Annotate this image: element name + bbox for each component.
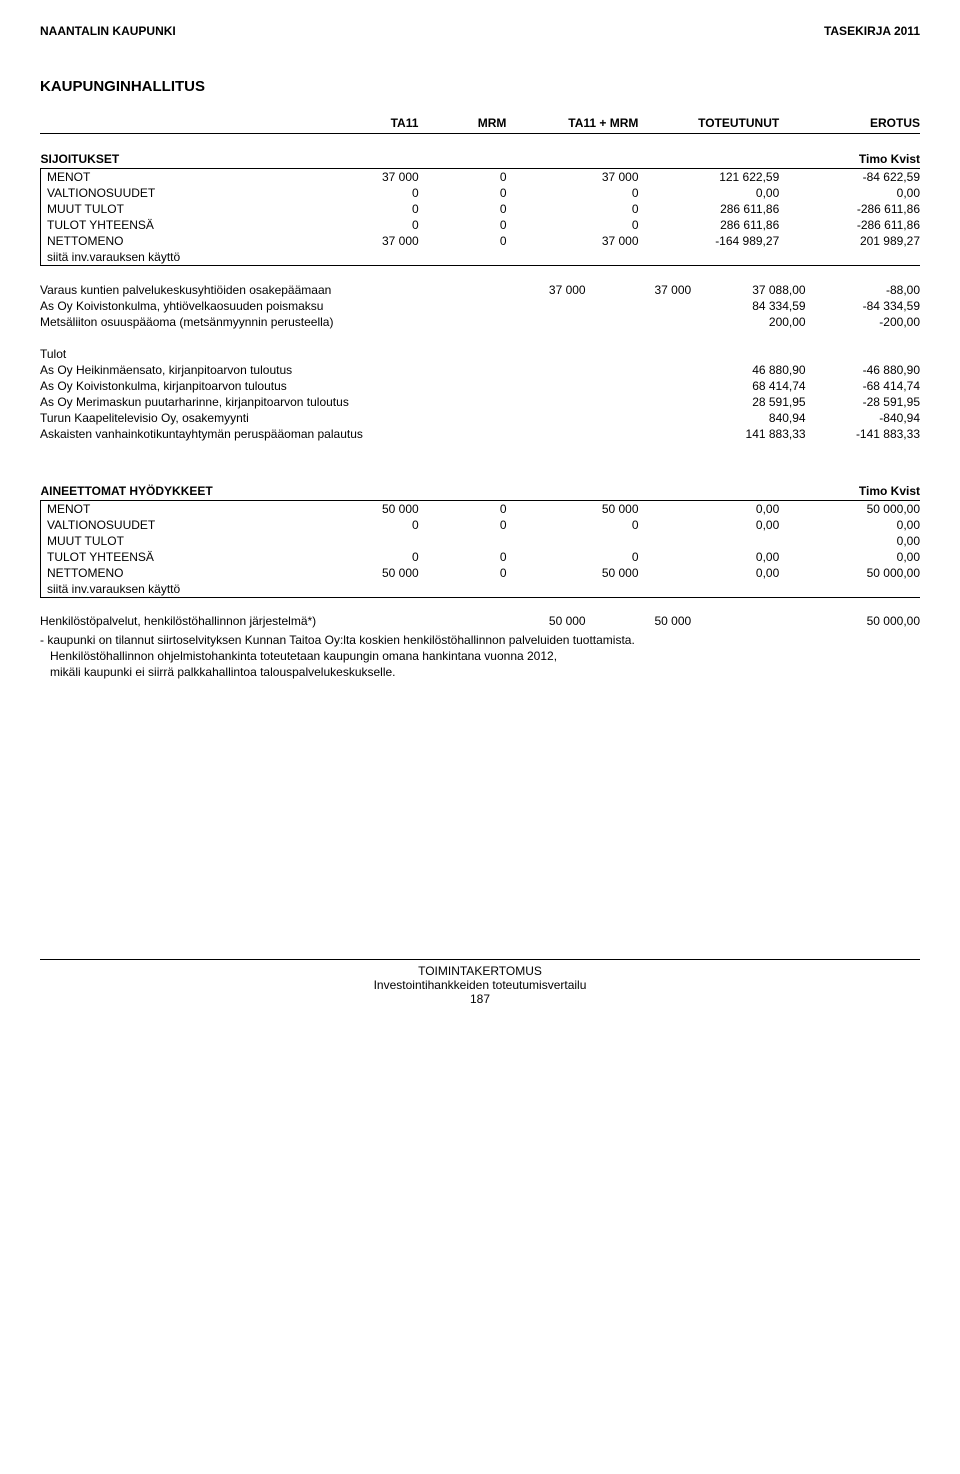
- col-ta11: TA11: [330, 115, 418, 134]
- row-label: siitä inv.varauksen käyttö: [41, 249, 331, 266]
- aineettomat-details: Henkilöstöpalvelut, henkilöstöhallinnon …: [40, 613, 920, 629]
- detail-label: Turun Kaapelitelevisio Oy, osakemyynti: [40, 410, 480, 426]
- table-row: NETTOMENO 37 000 0 37 000 -164 989,27 20…: [41, 233, 921, 249]
- header-right: TASEKIRJA 2011: [824, 24, 920, 38]
- table-row: As Oy Koivistonkulma, kirjanpitoarvon tu…: [40, 378, 920, 394]
- table-row: MENOT 50 000 0 50 000 0,00 50 000,00: [41, 500, 921, 517]
- table-row: MUUT TULOT 0 0 0 286 611,86 -286 611,86: [41, 201, 921, 217]
- table-row: MENOT 37 000 0 37 000 121 622,59 -84 622…: [41, 169, 921, 186]
- doc-header: NAANTALIN KAUPUNKI TASEKIRJA 2011: [40, 24, 920, 38]
- footer-l3: 187: [40, 992, 920, 1006]
- detail-label: Metsäliiton osuuspääoma (metsänmyynnin p…: [40, 314, 480, 330]
- row-label: MUUT TULOT: [41, 533, 331, 549]
- col-ta11mrm: TA11 + MRM: [506, 115, 638, 134]
- row-label: MENOT: [41, 500, 331, 517]
- notes-block: - kaupunki on tilannut siirtoselvityksen…: [40, 633, 920, 679]
- detail-label: As Oy Koivistonkulma, yhtiövelkaosuuden …: [40, 298, 480, 314]
- table-row: TULOT YHTEENSÄ 0 0 0 0,00 0,00: [41, 549, 921, 565]
- page-footer: TOIMINTAKERTOMUS Investointihankkeiden t…: [40, 959, 920, 1006]
- note-line: Henkilöstöhallinnon ohjelmistohankinta t…: [40, 649, 920, 663]
- note-line: - kaupunki on tilannut siirtoselvityksen…: [40, 633, 920, 647]
- row-label: TULOT YHTEENSÄ: [41, 217, 331, 233]
- table-row: MUUT TULOT 0,00: [41, 533, 921, 549]
- sijoitukset-details: Varaus kuntien palvelukeskusyhtiöiden os…: [40, 282, 920, 442]
- table-row: VALTIONOSUUDET 0 0 0 0,00 0,00: [41, 517, 921, 533]
- table-row: Turun Kaapelitelevisio Oy, osakemyynti 8…: [40, 410, 920, 426]
- column-headers-table: TA11 MRM TA11 + MRM TOTEUTUNUT EROTUS: [40, 115, 920, 134]
- detail-label: As Oy Koivistonkulma, kirjanpitoarvon tu…: [40, 378, 480, 394]
- col-empty: [40, 115, 330, 134]
- table-row: siitä inv.varauksen käyttö: [41, 249, 921, 266]
- row-label: VALTIONOSUUDET: [41, 185, 331, 201]
- footer-l2: Investointihankkeiden toteutumisvertailu: [40, 978, 920, 992]
- detail-label: As Oy Heikinmäensato, kirjanpitoarvon tu…: [40, 362, 480, 378]
- aineettomat-table: AINEETTOMAT HYÖDYKKEET Timo Kvist MENOT …: [40, 466, 920, 614]
- sijoitukset-title: SIJOITUKSET: [41, 134, 331, 169]
- table-row: As Oy Merimaskun puutarharinne, kirjanpi…: [40, 394, 920, 410]
- sijoitukset-table: SIJOITUKSET Timo Kvist MENOT 37 000 0 37…: [40, 134, 920, 282]
- table-row: NETTOMENO 50 000 0 50 000 0,00 50 000,00: [41, 565, 921, 581]
- col-erotus: EROTUS: [779, 115, 920, 134]
- page-title: KAUPUNGINHALLITUS: [40, 78, 920, 95]
- tulot-heading: Tulot: [40, 346, 480, 362]
- table-row: VALTIONOSUUDET 0 0 0 0,00 0,00: [41, 185, 921, 201]
- note-line: mikäli kaupunki ei siirrä palkkahallinto…: [40, 665, 920, 679]
- row-label: TULOT YHTEENSÄ: [41, 549, 331, 565]
- row-label: MUUT TULOT: [41, 201, 331, 217]
- detail-label: Henkilöstöpalvelut, henkilöstöhallinnon …: [40, 613, 480, 629]
- table-row: Askaisten vanhainkotikuntayhtymän perusp…: [40, 426, 920, 442]
- row-label: NETTOMENO: [41, 565, 331, 581]
- sijoitukset-owner: Timo Kvist: [779, 134, 920, 169]
- col-toteutunut: TOTEUTUNUT: [638, 115, 779, 134]
- footer-l1: TOIMINTAKERTOMUS: [40, 964, 920, 978]
- aineettomat-title: AINEETTOMAT HYÖDYKKEET: [41, 466, 331, 501]
- table-row: As Oy Heikinmäensato, kirjanpitoarvon tu…: [40, 362, 920, 378]
- table-row: As Oy Koivistonkulma, yhtiövelkaosuuden …: [40, 298, 920, 314]
- table-row: siitä inv.varauksen käyttö: [41, 581, 921, 598]
- table-row: Varaus kuntien palvelukeskusyhtiöiden os…: [40, 282, 920, 298]
- col-mrm: MRM: [418, 115, 506, 134]
- detail-label: As Oy Merimaskun puutarharinne, kirjanpi…: [40, 394, 480, 410]
- aineettomat-owner: Timo Kvist: [779, 466, 920, 501]
- table-row: Metsäliiton osuuspääoma (metsänmyynnin p…: [40, 314, 920, 330]
- row-label: VALTIONOSUUDET: [41, 517, 331, 533]
- header-left: NAANTALIN KAUPUNKI: [40, 24, 176, 38]
- detail-label: Varaus kuntien palvelukeskusyhtiöiden os…: [40, 282, 480, 298]
- detail-label: Askaisten vanhainkotikuntayhtymän perusp…: [40, 426, 480, 442]
- table-row: Henkilöstöpalvelut, henkilöstöhallinnon …: [40, 613, 920, 629]
- table-row: TULOT YHTEENSÄ 0 0 0 286 611,86 -286 611…: [41, 217, 921, 233]
- row-label: MENOT: [41, 169, 331, 186]
- row-label: siitä inv.varauksen käyttö: [41, 581, 331, 598]
- row-label: NETTOMENO: [41, 233, 331, 249]
